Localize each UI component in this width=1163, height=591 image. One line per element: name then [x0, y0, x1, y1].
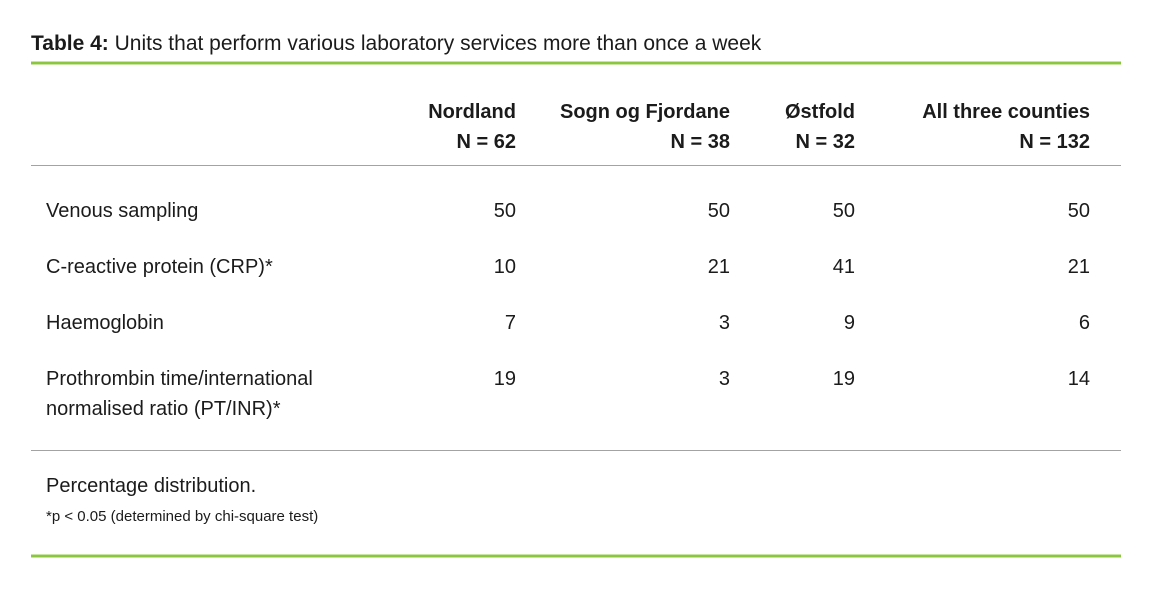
- column-header-all-three-counties: All three counties N = 132: [855, 97, 1090, 157]
- table-row-haemoglobin: Haemoglobin 7 3 9 6: [31, 308, 1090, 338]
- table-title: Table 4: Units that perform various labo…: [31, 30, 1121, 57]
- row-label: Haemoglobin: [46, 312, 164, 334]
- table-title-text: Units that perform various laboratory se…: [108, 32, 762, 55]
- accent-divider-top: [31, 62, 1121, 64]
- table-row-pt-inr: Prothrombin time/international normalise…: [31, 364, 1090, 424]
- cell-value: 50: [832, 200, 855, 222]
- column-header-nordland: Nordland N = 62: [421, 97, 516, 157]
- cell-value: 50: [493, 200, 516, 222]
- column-header-ostfold: Østfold N = 32: [730, 97, 855, 157]
- row-label: Venous sampling: [46, 200, 199, 222]
- column-name: Sogn og Fjordane: [560, 101, 730, 123]
- row-label: C-reactive protein (CRP)*: [46, 256, 273, 278]
- cell-value: 50: [1067, 200, 1090, 222]
- cell-value: 10: [493, 256, 516, 278]
- column-n: N = 62: [456, 131, 516, 153]
- cell-value: 3: [718, 368, 730, 390]
- table-row-venous-sampling: Venous sampling 50 50 50 50: [31, 196, 1090, 226]
- cell-value: 7: [504, 312, 516, 334]
- accent-divider-bottom: [31, 555, 1121, 557]
- cell-value: 14: [1067, 368, 1090, 390]
- cell-value: 21: [707, 256, 730, 278]
- column-name: Nordland: [428, 101, 516, 123]
- cell-value: 50: [707, 200, 730, 222]
- column-n: N = 132: [1019, 131, 1090, 153]
- table-title-label: Table 4:: [31, 32, 109, 55]
- header-divider: [31, 165, 1121, 166]
- table-figure: Table 4: Units that perform various labo…: [31, 0, 1121, 557]
- header-spacer-cell: [31, 97, 421, 157]
- cell-value: 19: [832, 368, 855, 390]
- cell-value: 9: [843, 312, 855, 334]
- column-name: All three counties: [922, 101, 1090, 123]
- cell-value: 21: [1067, 256, 1090, 278]
- column-header-sogn-og-fjordane: Sogn og Fjordane N = 38: [516, 97, 730, 157]
- column-name: Østfold: [785, 101, 855, 123]
- row-label: Prothrombin time/international normalise…: [46, 368, 313, 420]
- table-row-crp: C-reactive protein (CRP)* 10 21 41 21: [31, 252, 1090, 282]
- percentage-note: Percentage distribution.: [46, 475, 257, 497]
- significance-footnote: *p < 0.05 (determined by chi-square test…: [46, 508, 319, 525]
- table-body: Venous sampling 50 50 50 50 C-reactive p…: [31, 196, 1121, 424]
- cell-value: 41: [832, 256, 855, 278]
- column-n: N = 32: [795, 131, 855, 153]
- cell-value: 19: [493, 368, 516, 390]
- table-header-row: Nordland N = 62 Sogn og Fjordane N = 38 …: [31, 97, 1090, 157]
- cell-value: 6: [1078, 312, 1090, 334]
- footer-divider: [31, 450, 1121, 451]
- cell-value: 3: [718, 312, 730, 334]
- column-n: N = 38: [670, 131, 730, 153]
